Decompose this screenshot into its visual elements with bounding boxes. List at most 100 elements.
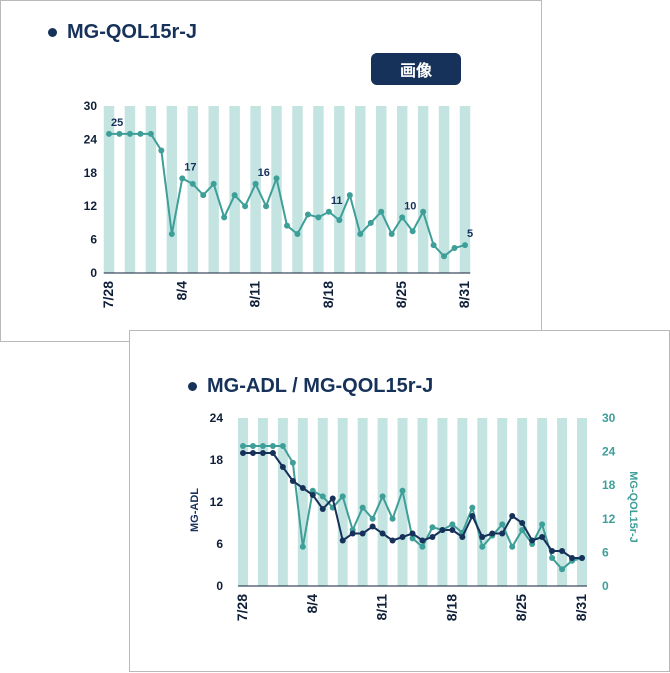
- adl-point: [509, 513, 516, 519]
- stripe-band: [292, 106, 303, 273]
- qol-point: [210, 180, 217, 187]
- stripe-band: [417, 106, 429, 273]
- chart1-plot: 0 6 12 18 24 30 25 17 16 11 10 5 7/28 8/4 8/11 8/18 8/25…: [84, 99, 473, 308]
- qol-point: [346, 192, 353, 199]
- y-tick-label: 18: [84, 166, 98, 180]
- qol-point: [299, 543, 306, 550]
- stripe-band: [313, 106, 324, 273]
- chart1-title: MG-QOL15r-J: [48, 21, 197, 44]
- qol-point: [549, 555, 556, 561]
- left-y-tick-label: 6: [216, 537, 223, 551]
- qol-point: [399, 487, 406, 494]
- qol-point: [249, 443, 256, 449]
- x-tick-label: 8/31: [573, 594, 589, 621]
- qol-point: [315, 214, 322, 221]
- x-tick-label: 8/4: [304, 594, 320, 614]
- qol-point: [378, 208, 385, 215]
- qol-point: [269, 443, 276, 449]
- stripe-band: [497, 418, 508, 586]
- adl-qol-chart-card: MG-ADL / MG-QOL15r-J 0 6 12 18 24 0 6 12 18 24 30 M…: [129, 330, 670, 672]
- adl-point: [309, 492, 316, 498]
- stripe-band: [238, 418, 248, 586]
- x-tick-label: 7/28: [100, 281, 116, 308]
- adl-point: [279, 464, 286, 470]
- y-tick-label: 0: [90, 266, 97, 280]
- qol-point: [559, 566, 566, 573]
- qol-point: [499, 521, 506, 528]
- stripe-band: [438, 106, 450, 273]
- stripe-band: [208, 106, 219, 273]
- x-tick-label: 8/18: [320, 281, 336, 308]
- adl-point: [419, 537, 426, 544]
- left-axis-label: MG-ADL: [189, 488, 201, 532]
- stripe-band: [396, 106, 408, 273]
- qol-point: [357, 231, 364, 238]
- qol-point: [339, 493, 346, 500]
- adl-point: [529, 537, 536, 544]
- bullet-dot-icon: [48, 28, 57, 37]
- qol-point: [242, 203, 249, 210]
- x-tick-label: 8/31: [456, 281, 472, 308]
- stripe-band: [145, 106, 157, 273]
- left-y-tick-label: 0: [216, 579, 223, 593]
- adl-point: [489, 530, 496, 537]
- qol-point: [221, 214, 228, 221]
- qol-point: [137, 130, 144, 137]
- qol-point: [367, 219, 374, 226]
- qol-point: [189, 180, 196, 187]
- qol-point: [469, 504, 476, 511]
- qol-point: [479, 543, 486, 550]
- chart2-title-text: MG-ADL / MG-QOL15r-J: [207, 375, 434, 397]
- x-tick-label: 8/25: [393, 281, 409, 308]
- qol-point: [279, 443, 286, 449]
- adl-point: [299, 485, 306, 491]
- qol-point: [200, 192, 207, 199]
- left-y-tick-label: 18: [210, 453, 224, 467]
- qol-point: [359, 504, 366, 511]
- qol-point: [451, 244, 458, 251]
- qol-point: [319, 493, 326, 500]
- data-label: 25: [111, 117, 123, 129]
- adl-point: [259, 450, 266, 456]
- stripe-band: [357, 418, 368, 586]
- adl-point: [459, 534, 466, 540]
- stripe-band: [277, 418, 288, 586]
- right-y-tick-label: 30: [602, 411, 616, 425]
- adl-point: [549, 548, 556, 554]
- qol-point: [379, 493, 386, 500]
- image-badge-button[interactable]: 画像: [371, 53, 461, 85]
- stripe-band: [417, 418, 428, 586]
- stripe-band: [103, 106, 115, 273]
- adl-point: [439, 527, 446, 533]
- qol-point: [147, 130, 154, 137]
- adl-point: [399, 534, 406, 540]
- stripe-band: [317, 418, 328, 586]
- adl-point: [369, 523, 376, 530]
- adl-point: [449, 527, 456, 533]
- qol-point: [369, 515, 376, 522]
- qol-point: [539, 521, 546, 528]
- right-y-tick-label: 6: [602, 545, 609, 559]
- adl-point: [389, 537, 396, 544]
- stripe-band: [377, 418, 388, 586]
- stripe-band: [537, 418, 548, 586]
- qol-point: [388, 231, 395, 238]
- adl-point: [379, 530, 386, 537]
- x-tick-label: 7/28: [234, 594, 250, 621]
- qol-point: [430, 242, 437, 249]
- adl-point: [249, 450, 256, 456]
- adl-point: [569, 555, 576, 561]
- qol-chart-card: MG-QOL15r-J 画像 0 6 12 18 24 30 25 17 16 11 10 5 7/28…: [0, 0, 542, 342]
- qol-point: [304, 211, 311, 218]
- qol-point: [126, 130, 133, 137]
- stripe-band: [477, 418, 488, 586]
- qol-point: [231, 192, 238, 199]
- data-label: 11: [331, 195, 343, 207]
- y-tick-label: 30: [84, 99, 98, 113]
- adl-point: [479, 534, 486, 540]
- stripe-band: [517, 418, 528, 586]
- stripe-band: [457, 418, 468, 586]
- adl-point: [409, 530, 416, 537]
- stripe-band: [355, 106, 366, 273]
- stripe-band: [577, 418, 587, 586]
